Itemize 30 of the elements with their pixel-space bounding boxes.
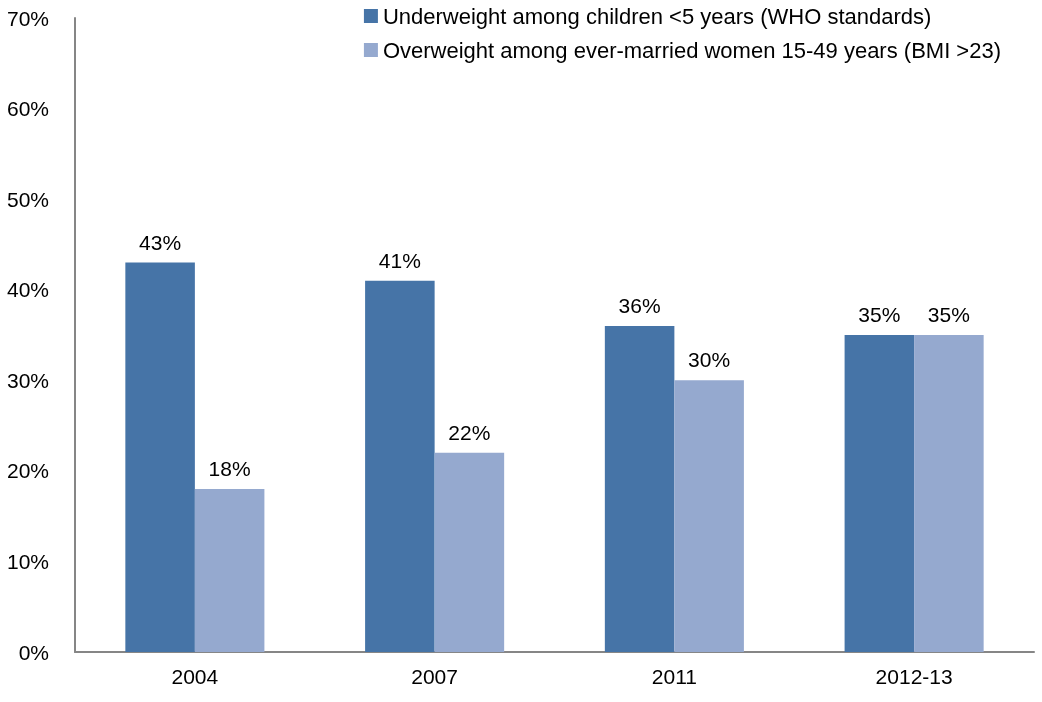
y-tick-label: 10% xyxy=(6,549,49,573)
data-label: 36% xyxy=(618,293,661,317)
bar xyxy=(365,280,435,652)
x-tick-label: 2011 xyxy=(651,665,697,688)
bar xyxy=(844,335,915,652)
y-tick-label: 0% xyxy=(18,640,49,664)
y-tick-label: 70% xyxy=(6,6,49,30)
bar xyxy=(434,452,505,652)
data-label: 35% xyxy=(858,303,901,326)
x-tick-label: 2004 xyxy=(171,665,219,688)
y-tick-label: 40% xyxy=(6,278,49,302)
data-label: 35% xyxy=(927,303,970,326)
bar xyxy=(194,488,265,652)
legend-label: Underweight among children <5 years (WHO standards) xyxy=(382,3,932,29)
data-label: 41% xyxy=(378,248,421,272)
x-tick-label: 2007 xyxy=(411,665,458,688)
data-label: 18% xyxy=(208,456,251,480)
y-tick-label: 30% xyxy=(6,368,49,392)
bar xyxy=(674,380,744,652)
bar xyxy=(604,325,675,652)
bar xyxy=(914,335,984,652)
y-tick-label: 60% xyxy=(6,97,49,121)
data-label: 22% xyxy=(448,420,491,444)
y-tick-label: 20% xyxy=(6,459,49,483)
data-label: 30% xyxy=(688,348,731,372)
legend-label: Overweight among ever-married women 15-49 years (BMI >23) xyxy=(382,37,1002,63)
x-tick-label: 2012-13 xyxy=(875,665,953,688)
data-label: 43% xyxy=(139,230,182,254)
y-tick-label: 50% xyxy=(6,187,49,211)
bar xyxy=(125,262,195,652)
